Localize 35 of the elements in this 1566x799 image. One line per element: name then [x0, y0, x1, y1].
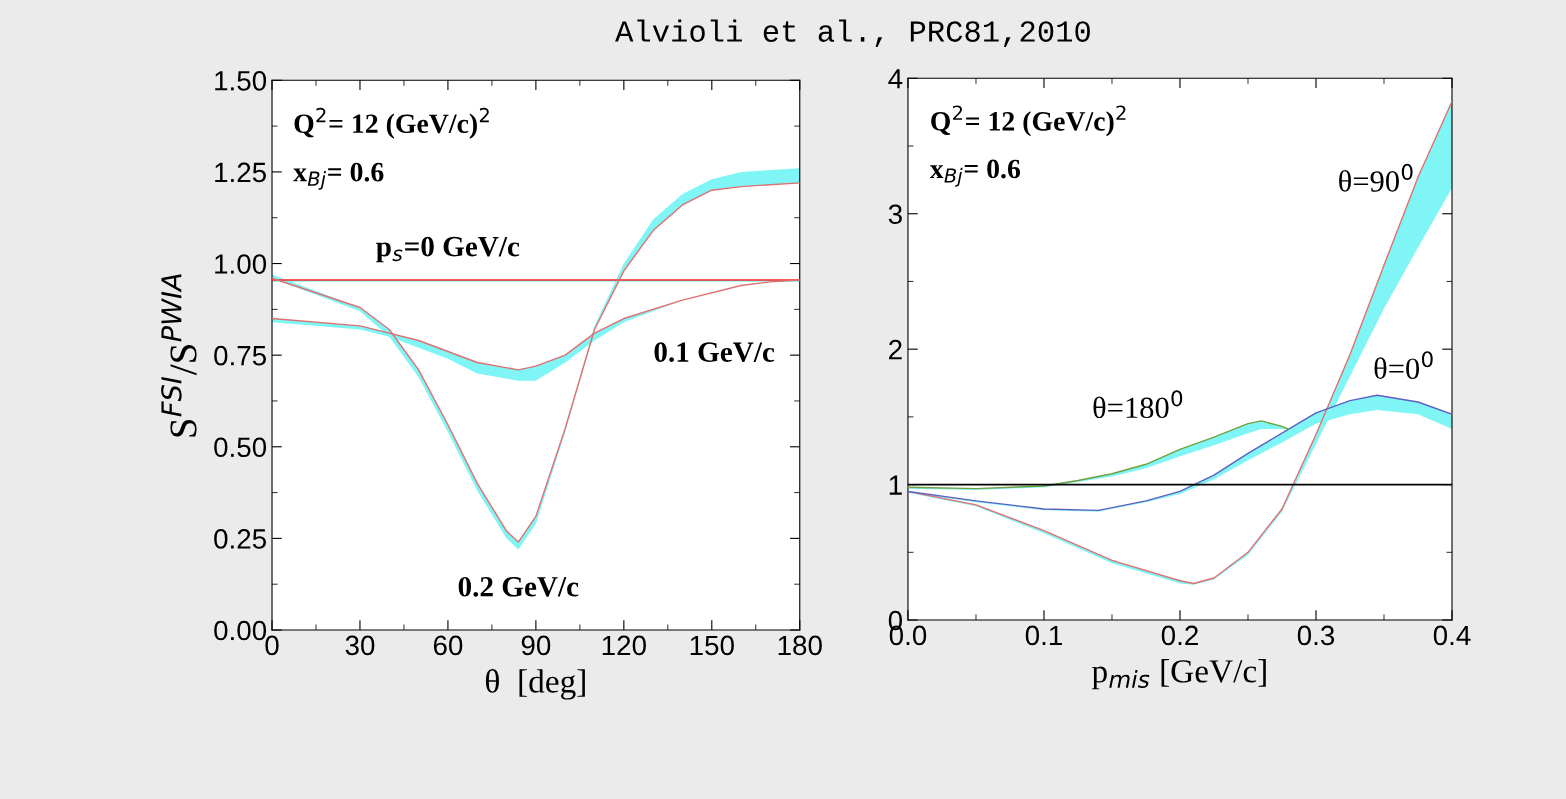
annotation: θ=0$^{0}$ — [1374, 351, 1433, 380]
y-tick-label: 0.50 — [214, 437, 267, 458]
y-tick-label: 4 — [888, 69, 903, 89]
y-axis-title: S$^{FSI}$/S$^{PWIA}$ — [161, 274, 197, 437]
x-tick-label: 0.4 — [1433, 625, 1471, 646]
x-tick-label: 180 — [778, 635, 822, 656]
annotation: 0.1 GeV/c — [654, 342, 775, 363]
annotation: θ=90$^{0}$ — [1339, 163, 1413, 192]
x-tick-label: 120 — [602, 635, 646, 656]
x-tick-label: 0.2 — [1161, 625, 1198, 646]
annotation: x$_{Bj}$= 0.6 — [929, 159, 1021, 187]
x-tick-label: 30 — [345, 635, 375, 656]
x-axis-title: p$_{mis}$ [GeV/c] — [1092, 659, 1266, 690]
x-tick-label: 150 — [690, 635, 734, 656]
y-tick-label: 1.25 — [215, 162, 266, 183]
y-tick-label: 0.75 — [214, 345, 266, 366]
annotation: x$_{Bj}$= 0.6 — [293, 162, 384, 190]
x-tick-label: 60 — [433, 635, 463, 656]
x-axis-title: θ [deg] — [485, 669, 585, 700]
y-tick-label: 3 — [888, 204, 902, 225]
annotation: p$_{s}$=0 GeV/c — [376, 236, 520, 263]
y-tick-label: 1.50 — [215, 70, 267, 91]
annotation: Q$^{2}$= 12 (GeV/c)$^{2}$ — [294, 107, 489, 139]
y-tick-label: 1 — [889, 475, 902, 495]
chart-title: Alvioli et al., PRC81,2010 — [615, 19, 1090, 48]
x-tick-label: 0.1 — [1025, 625, 1062, 646]
annotation: θ=180$^{0}$ — [1093, 390, 1183, 419]
annotation: Q$^{2}$= 12 (GeV/c)$^{2}$ — [931, 105, 1126, 137]
annotation: 0.2 GeV/c — [458, 576, 579, 597]
y-tick-label: 1.00 — [215, 254, 267, 274]
x-tick-label: 0.3 — [1297, 625, 1335, 646]
y-tick-label: 0.25 — [214, 529, 266, 549]
y-tick-label: 2 — [889, 339, 902, 360]
y-tick-label: 0.00 — [214, 620, 267, 641]
x-tick-label: 90 — [521, 635, 551, 656]
